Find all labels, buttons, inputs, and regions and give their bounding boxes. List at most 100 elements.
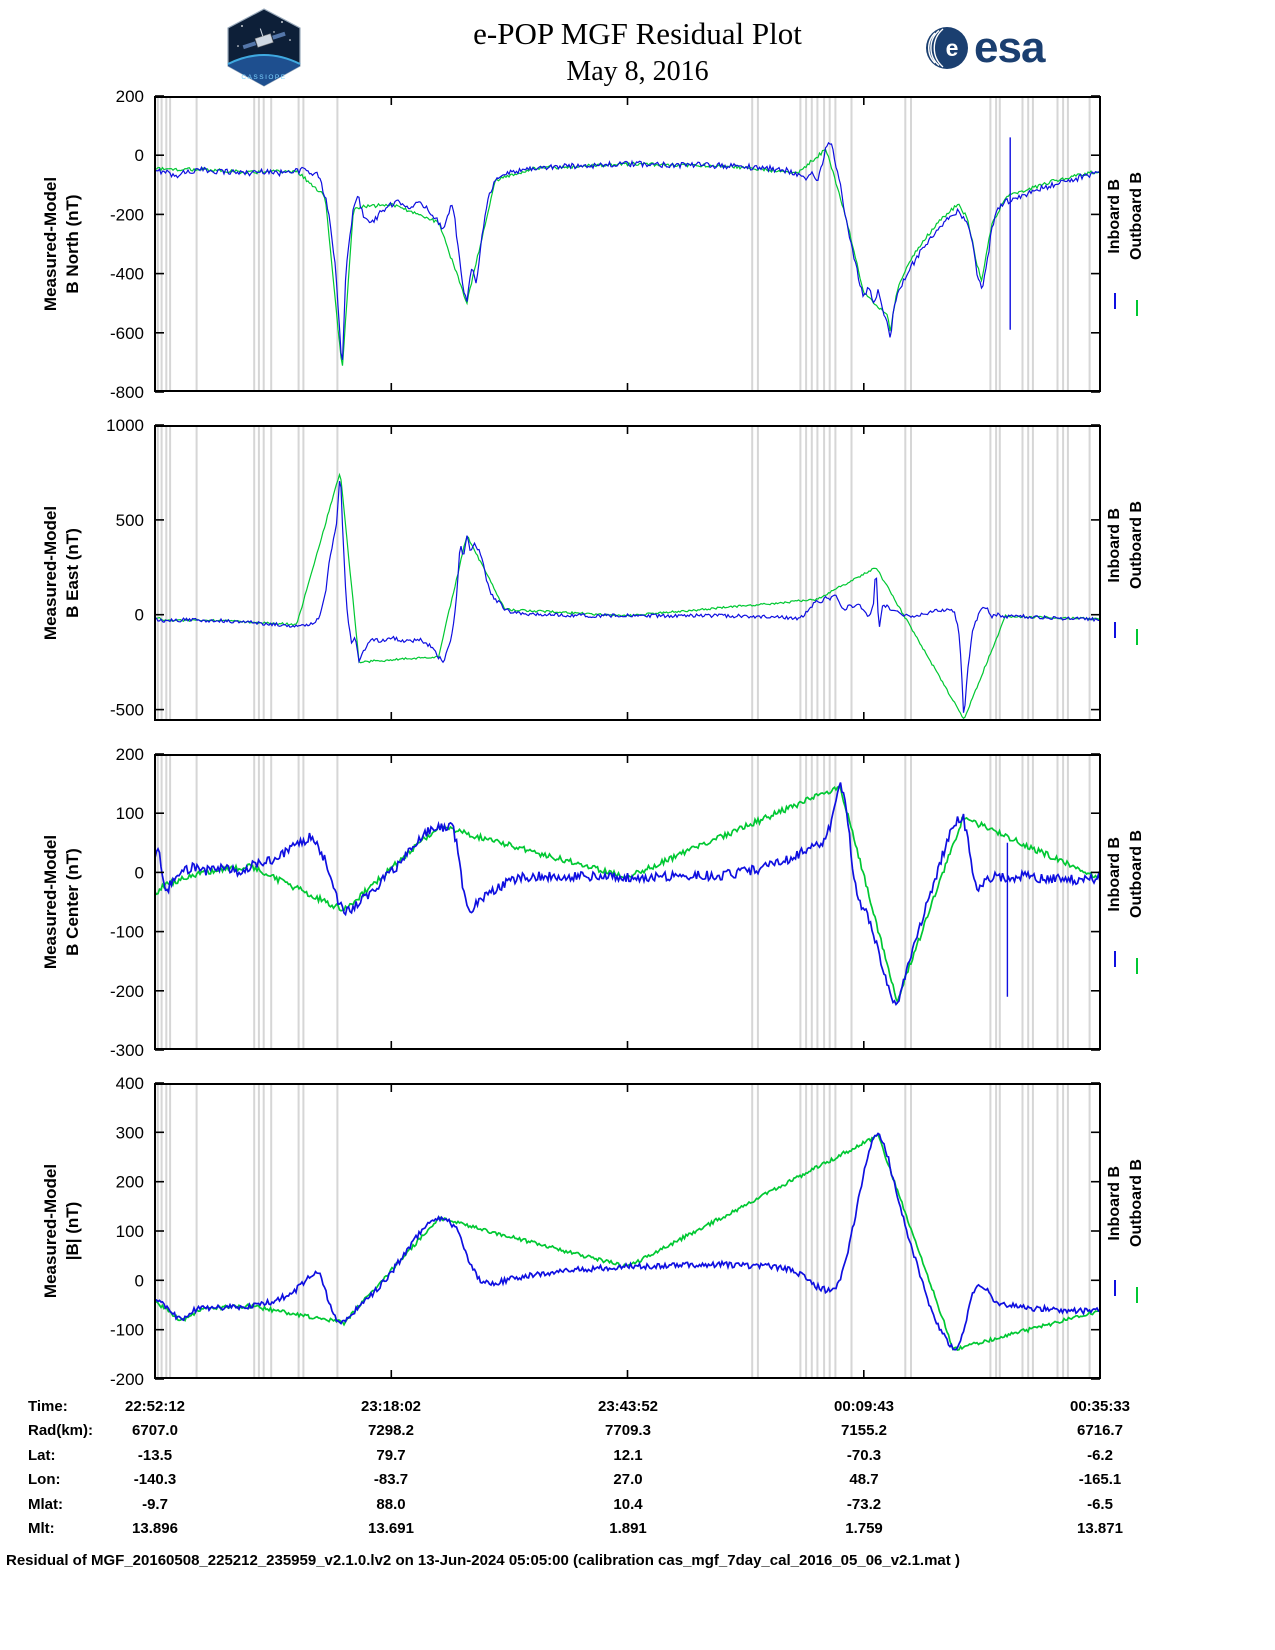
rad-value: 6707.0 (132, 1422, 178, 1439)
lon-value: -165.1 (1078, 1471, 1122, 1488)
svg-text:0: 0 (135, 1271, 144, 1290)
svg-text:100: 100 (116, 1222, 144, 1241)
row-label-mlat: Mlat: (28, 1496, 63, 1513)
rad-value: 6716.7 (1077, 1422, 1123, 1439)
page-title: e-POP MGF Residual Plot (473, 16, 802, 51)
legend-outboard-label: Outboard B (1128, 1159, 1145, 1247)
legend-inboard-line-sample (1114, 622, 1116, 639)
rad-value: 7709.3 (605, 1422, 651, 1439)
legend-outboard: Outboard B (1128, 172, 1146, 316)
svg-text:0: 0 (135, 863, 144, 882)
mlat-value: 88.0 (376, 1496, 406, 1513)
mlat-value: -73.2 (846, 1496, 882, 1513)
legend-inboard-label: Inboard B (1106, 507, 1123, 583)
mlat-value: 10.4 (613, 1496, 643, 1513)
panel-b-center: Measured-Model B Center (nT) 200 100 0 -100… (0, 745, 1275, 1060)
footer-caption: Residual of MGF_20160508_225212_235959_v… (6, 1552, 960, 1569)
svg-text:-400: -400 (110, 265, 144, 284)
legend-inboard-line-sample (1114, 951, 1116, 968)
table-row-time: Time: 22:52:12 23:18:02 23:43:52 00:09:4… (0, 1398, 1275, 1422)
legend-inboard: Inboard B (1106, 508, 1124, 639)
legend-b-north: Inboard B Outboard B (1106, 96, 1146, 392)
svg-text:-100: -100 (110, 923, 144, 942)
time-value: 22:52:12 (124, 1398, 186, 1415)
row-label-lat: Lat: (28, 1447, 56, 1464)
legend-outboard-label: Outboard B (1128, 830, 1145, 918)
legend-inboard-label: Inboard B (1106, 836, 1123, 912)
row-label-time: Time: (28, 1398, 68, 1415)
svg-text:-500: -500 (110, 701, 144, 720)
legend-outboard-label: Outboard B (1128, 501, 1145, 589)
svg-text:1000: 1000 (106, 416, 144, 435)
row-label-rad: Rad(km): (28, 1422, 94, 1439)
mlt-value: 13.896 (132, 1520, 178, 1537)
svg-text:400: 400 (116, 1074, 144, 1093)
mlt-value: 1.891 (609, 1520, 647, 1537)
svg-text:-100: -100 (110, 1321, 144, 1340)
esa-logo-text: esa (974, 23, 1045, 72)
svg-text:0: 0 (135, 146, 144, 165)
legend-b-east: Inboard B Outboard B (1106, 425, 1146, 721)
table-row-mlt: Mlt: 13.896 13.691 1.891 1.759 13.871 (0, 1520, 1275, 1544)
svg-text:-200: -200 (110, 982, 144, 1001)
svg-text:200: 200 (116, 87, 144, 106)
lat-value: -13.5 (137, 1447, 173, 1464)
svg-text:-800: -800 (110, 383, 144, 402)
panel-b-north: Measured-Model B North (nT) 200 0 -200 -400… (0, 87, 1275, 402)
lat-value: 12.1 (613, 1447, 643, 1464)
cassiope-logo-text: CASSIOPE (241, 74, 286, 81)
svg-text:-300: -300 (110, 1041, 144, 1060)
mlt-value: 13.871 (1077, 1520, 1123, 1537)
table-row-mlat: Mlat: -9.7 88.0 10.4 -73.2 -6.5 (0, 1496, 1275, 1520)
time-value: 00:09:43 (833, 1398, 895, 1415)
rad-value: 7298.2 (368, 1422, 414, 1439)
legend-inboard-label: Inboard B (1106, 1165, 1123, 1241)
plot-date: May 8, 2016 (566, 56, 709, 87)
legend-inboard: Inboard B (1106, 179, 1124, 310)
svg-text:300: 300 (116, 1123, 144, 1142)
legend-outboard-line-sample (1136, 300, 1138, 316)
plot-svg-b-center: 200 100 0 -100 -200 -300 (110, 745, 1101, 1060)
lon-value: -140.3 (133, 1471, 177, 1488)
lon-value: -83.7 (373, 1471, 409, 1488)
time-value: 23:43:52 (597, 1398, 659, 1415)
plot-svg-b-magnitude: 400 300 200 100 0 -100 -200 (110, 1074, 1101, 1389)
svg-text:e: e (946, 35, 959, 61)
panel-b-east: Measured-Model B East (nT) 1000 500 0 -500 … (0, 416, 1275, 721)
axis-info-table: Time: 22:52:12 23:18:02 23:43:52 00:09:4… (0, 1398, 1275, 1548)
lat-value: -70.3 (846, 1447, 882, 1464)
legend-b-magnitude: Inboard B Outboard B (1106, 1083, 1146, 1379)
table-row-rad: Rad(km): 6707.0 7298.2 7709.3 7155.2 671… (0, 1422, 1275, 1446)
table-row-lon: Lon: -140.3 -83.7 27.0 48.7 -165.1 (0, 1471, 1275, 1495)
row-label-lon: Lon: (28, 1471, 61, 1488)
legend-inboard-label: Inboard B (1106, 178, 1123, 254)
esa-logo: e esa (925, 23, 1045, 72)
legend-inboard: Inboard B (1106, 1166, 1124, 1297)
mlt-value: 1.759 (845, 1520, 883, 1537)
svg-text:-200: -200 (110, 1370, 144, 1389)
svg-text:200: 200 (116, 745, 144, 764)
rad-value: 7155.2 (841, 1422, 887, 1439)
mlat-value: -9.7 (142, 1496, 168, 1513)
plot-svg-b-north: 200 0 -200 -400 -600 -800 (110, 87, 1101, 402)
legend-inboard-line-sample (1114, 1280, 1116, 1297)
legend-inboard-line-sample (1114, 293, 1116, 310)
svg-text:100: 100 (116, 804, 144, 823)
legend-outboard: Outboard B (1128, 1159, 1146, 1303)
lon-value: 48.7 (849, 1471, 879, 1488)
table-row-lat: Lat: -13.5 79.7 12.1 -70.3 -6.2 (0, 1447, 1275, 1471)
svg-text:500: 500 (116, 511, 144, 530)
time-value: 23:18:02 (360, 1398, 422, 1415)
panel-b-magnitude: Measured-Model |B| (nT) 400 300 200 100 0 -10… (0, 1074, 1275, 1389)
svg-text:-200: -200 (110, 205, 144, 224)
time-value: 00:35:33 (1069, 1398, 1131, 1415)
mlat-value: -6.5 (1087, 1496, 1113, 1513)
legend-outboard-line-sample (1136, 629, 1138, 645)
legend-outboard-label: Outboard B (1128, 172, 1145, 260)
svg-text:0: 0 (135, 606, 144, 625)
svg-text:200: 200 (116, 1173, 144, 1192)
esa-globe-icon: e (926, 27, 968, 69)
legend-outboard: Outboard B (1128, 501, 1146, 645)
legend-outboard: Outboard B (1128, 830, 1146, 974)
